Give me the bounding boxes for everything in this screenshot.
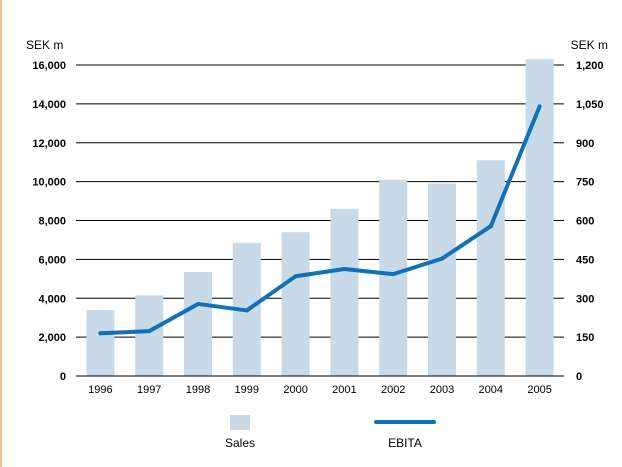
x-tick-label: 2002 [381,384,405,396]
sales-bar [428,183,456,376]
right-tick-label: 300 [576,293,594,305]
ebita-point [293,274,298,279]
ebita-point [196,301,200,306]
right-tick-label: 0 [576,371,582,383]
right-tick-label: 900 [576,138,594,150]
left-tick-label: 12,000 [32,138,66,150]
ebita-point [147,329,152,334]
x-tick-label: 2004 [479,384,503,396]
x-tick-label: 2003 [430,384,454,396]
ebita-line [98,104,542,336]
x-tick-label: 2000 [283,384,307,396]
left-tick-label: 8,000 [38,216,66,228]
right-tick-label: 1,050 [576,99,604,111]
axes: 0 0 2,000 150 4,000 300 6,000 450 8,000 600 10,000… [26,38,608,396]
sales-bar [476,160,505,376]
ebita-point [244,308,249,313]
left-tick-label: 16,000 [32,60,66,72]
left-tick-label: 0 [60,371,66,383]
x-tick-label: 1999 [235,384,259,396]
right-axis-unit: SEK m [571,38,608,52]
ebita-point [391,272,396,277]
left-axis-unit: SEK m [26,38,63,52]
x-tick-label: 1997 [137,384,161,396]
right-tick-label: 150 [576,332,594,344]
right-tick-label: 1,200 [576,60,604,72]
ebita-point [98,331,103,336]
sales-bar [86,309,115,376]
sales-bar [379,179,408,376]
left-tick-label: 10,000 [32,177,66,189]
left-tick-label: 4,000 [38,293,66,305]
x-tick-label: 2001 [332,384,356,396]
sales-bar [281,232,310,376]
sales-bar [184,272,212,376]
left-tick-label: 2,000 [38,332,66,344]
sales-bar [330,208,359,376]
x-tick-label: 2005 [527,384,551,396]
right-tick-label: 450 [576,254,594,266]
legend-sales-label: Sales [225,436,255,450]
left-tick-label: 6,000 [38,254,66,266]
sales-bar [525,59,554,376]
sales-bar [135,295,164,376]
legend-sales-swatch [230,415,250,430]
ebita-line-group [98,104,542,336]
x-tick-label: 1998 [186,384,210,396]
ebita-point [342,266,347,271]
legend-ebita-label: EBITA [388,436,422,450]
right-tick-label: 750 [576,177,594,189]
sales-bars [86,59,554,376]
ebita-point [488,224,493,229]
ebita-point [537,104,542,109]
legend: Sales EBITA [225,415,436,450]
left-tick-label: 14,000 [32,99,66,111]
x-tick-label: 1996 [88,384,112,396]
ebita-point [440,256,444,261]
right-tick-label: 600 [576,216,594,228]
